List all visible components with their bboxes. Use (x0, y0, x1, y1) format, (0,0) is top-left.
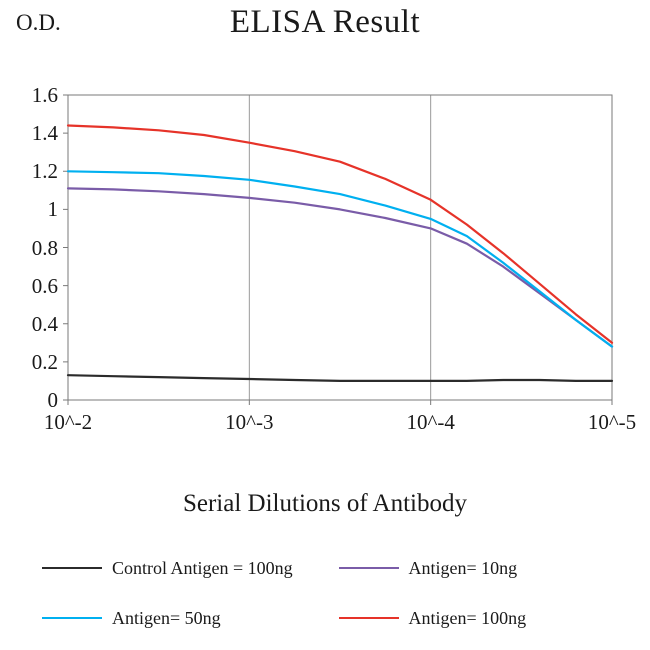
chart-title: ELISA Result (229, 4, 421, 40)
y-tick-label: 1 (47, 197, 59, 222)
legend-line-swatch (42, 567, 102, 569)
x-tick-label: 10^-5 (587, 410, 637, 434)
legend-line-swatch (338, 617, 399, 619)
plot-border (67, 94, 613, 401)
legend-item: Antigen= 50ng (42, 606, 331, 630)
x-tick-label: 10^-2 (43, 410, 93, 434)
y-tick-label: 1.4 (31, 121, 58, 146)
legend-label: Antigen= 100ng (408, 607, 527, 628)
series-line (66, 170, 614, 348)
legend-line-swatch (338, 567, 399, 569)
x-tick-label: 10^-4 (406, 410, 455, 434)
legend-item: Antigen= 10ng (338, 556, 628, 580)
legend-item: Antigen= 100ng (338, 606, 628, 630)
y-tick-label: 0.4 (31, 311, 58, 336)
series-line (66, 124, 614, 344)
y-tick-label: 0 (47, 388, 59, 412)
series-line (66, 374, 614, 382)
y-tick-label: 0.8 (31, 235, 58, 260)
legend: Control Antigen = 100ng Antigen= 10ng Anti… (42, 556, 627, 630)
y-tick-label: 0.6 (31, 273, 58, 298)
legend-item: Control Antigen = 100ng (42, 556, 331, 580)
y-axis-title: O.D. (16, 10, 61, 35)
y-tick-label: 0.2 (31, 349, 58, 374)
legend-label: Control Antigen = 100ng (112, 557, 293, 578)
legend-label: Antigen= 50ng (112, 607, 221, 628)
x-tick-label: 10^-3 (225, 410, 274, 434)
x-axis-title: Serial Dilutions of Antibody (182, 490, 468, 517)
legend-line-swatch (42, 617, 102, 619)
y-tick-label: 1.6 (31, 83, 58, 107)
y-tick-label: 1.2 (31, 159, 58, 184)
legend-label: Antigen= 10ng (408, 557, 518, 578)
series-line (66, 187, 614, 348)
